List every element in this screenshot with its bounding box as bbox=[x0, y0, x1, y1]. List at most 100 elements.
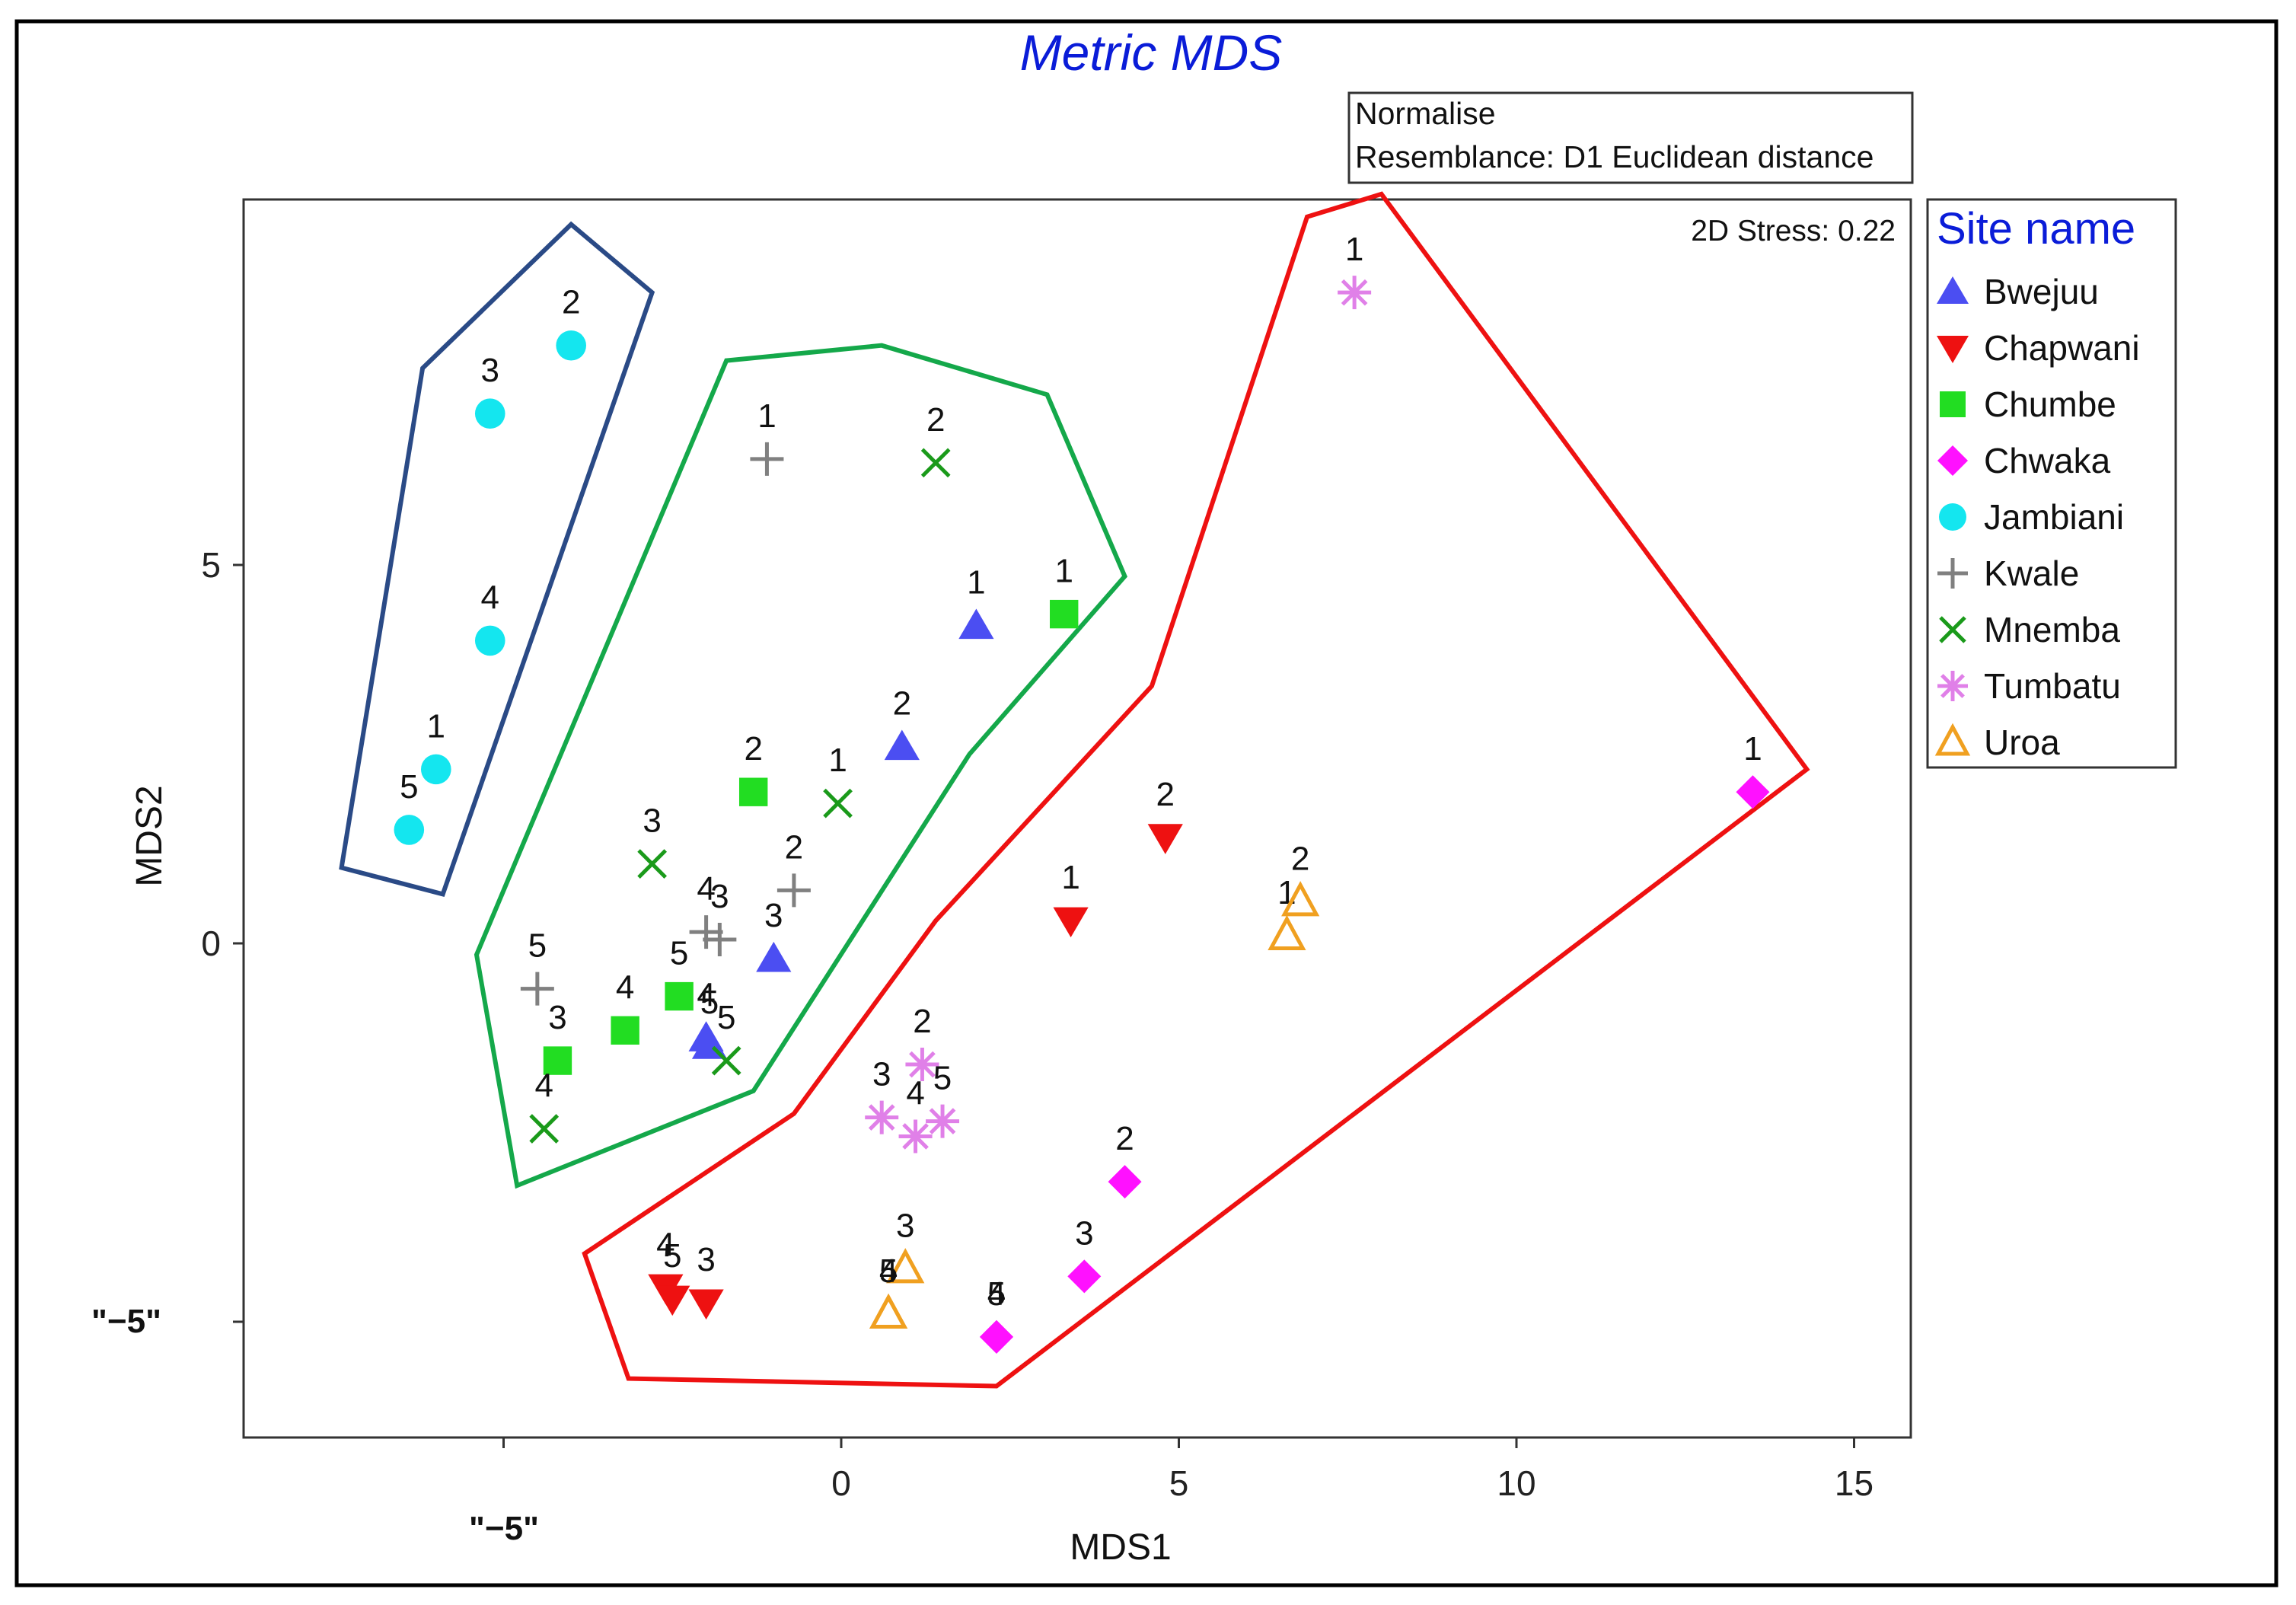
point-label: 4 bbox=[697, 870, 715, 908]
legend-marker-tumbatu bbox=[1937, 671, 1968, 701]
point-label: 3 bbox=[1075, 1214, 1093, 1252]
legend-marker-kwale bbox=[1937, 558, 1968, 589]
point-label: 4 bbox=[879, 1252, 898, 1290]
point-tumbatu bbox=[865, 1100, 899, 1134]
point-label: 2 bbox=[1115, 1120, 1134, 1157]
point-chumbe bbox=[738, 777, 768, 806]
chart-title: Metric MDS bbox=[1020, 24, 1283, 81]
point-bwejuu bbox=[756, 941, 792, 972]
legend-marker-uroa bbox=[1934, 723, 1971, 756]
legend-marker-chumbe bbox=[1940, 391, 1966, 417]
point-chwaka bbox=[1067, 1259, 1102, 1294]
point-mnemba bbox=[637, 849, 668, 879]
point-uroa bbox=[1281, 881, 1320, 917]
point-chumbe bbox=[611, 1016, 639, 1045]
point-label: 3 bbox=[872, 1056, 891, 1093]
legend: Site name Bwejuu Chapwani Chumbe Chwaka Jamb… bbox=[1926, 198, 2177, 769]
point-label: 2 bbox=[913, 1003, 931, 1040]
point-label: 5 bbox=[987, 1275, 1006, 1313]
point-chapwani bbox=[1147, 824, 1183, 854]
point-label: 1 bbox=[1061, 859, 1079, 896]
point-chwaka bbox=[980, 1319, 1014, 1354]
point-uroa bbox=[886, 1248, 925, 1284]
point-mnemba bbox=[529, 1114, 560, 1144]
point-tumbatu bbox=[926, 1104, 960, 1138]
point-tumbatu bbox=[905, 1048, 939, 1082]
point-label: 1 bbox=[1277, 874, 1296, 911]
point-label: 2 bbox=[562, 284, 580, 321]
point-label: 1 bbox=[828, 742, 847, 779]
legend-label-bwejuu: Bwejuu bbox=[1984, 272, 2099, 311]
point-jambiani bbox=[421, 754, 451, 785]
point-label: 2 bbox=[893, 685, 911, 723]
legend-frame bbox=[1926, 198, 2177, 769]
point-chumbe bbox=[665, 981, 694, 1011]
legend-label-jambiani: Jambiani bbox=[1984, 497, 2124, 537]
point-label: 5 bbox=[700, 984, 719, 1021]
point-label: 5 bbox=[528, 927, 547, 965]
y-tick-label: 5 bbox=[201, 545, 221, 585]
point-kwale bbox=[703, 923, 737, 957]
info-box-frame bbox=[1347, 91, 1914, 184]
point-kwale bbox=[689, 915, 723, 949]
hull-outer-group bbox=[582, 191, 1810, 1389]
point-jambiani bbox=[474, 398, 505, 429]
point-label: 2 bbox=[1291, 840, 1309, 877]
point-kwale bbox=[750, 442, 784, 476]
point-tumbatu bbox=[898, 1119, 933, 1153]
point-chapwani bbox=[655, 1285, 690, 1316]
hulls-layer bbox=[339, 191, 1810, 1389]
legend-marker-mnemba bbox=[1939, 616, 1966, 643]
point-label: 4 bbox=[697, 976, 715, 1013]
point-chumbe bbox=[1050, 599, 1079, 629]
point-label: 3 bbox=[481, 352, 499, 389]
legend-title: Site name bbox=[1937, 204, 2135, 254]
point-label: 4 bbox=[616, 968, 634, 1006]
point-label: 2 bbox=[1156, 776, 1175, 813]
point-label: 1 bbox=[757, 397, 776, 435]
point-mnemba bbox=[920, 448, 951, 478]
point-label: 1 bbox=[427, 707, 445, 745]
info-box: Normalise Resemblance: D1 Euclidean dist… bbox=[1347, 91, 1914, 184]
point-label: 5 bbox=[670, 935, 688, 972]
point-jambiani bbox=[474, 625, 505, 656]
legend-label-chapwani: Chapwani bbox=[1984, 328, 2140, 368]
x-tick-label-minus-five-quoted: "−5" bbox=[469, 1510, 539, 1547]
point-chumbe bbox=[543, 1046, 572, 1075]
stress-label: 2D Stress: 0.22 bbox=[1691, 215, 1896, 247]
x-tick-label: 15 bbox=[1835, 1463, 1873, 1503]
legend-label-chwaka: Chwaka bbox=[1984, 441, 2111, 480]
legend-label-uroa: Uroa bbox=[1984, 723, 2060, 762]
legend-marker-chapwani bbox=[1937, 336, 1969, 363]
point-label: 5 bbox=[663, 1237, 681, 1275]
point-label: 3 bbox=[697, 1241, 715, 1278]
point-label: 1 bbox=[967, 564, 985, 601]
point-label: 4 bbox=[534, 1067, 553, 1105]
hull-central-group bbox=[474, 343, 1127, 1189]
point-label: 4 bbox=[906, 1074, 924, 1112]
y-tick-label-minus-five-quoted: "−5" bbox=[91, 1303, 161, 1340]
legend-label-chumbe: Chumbe bbox=[1984, 384, 2116, 424]
legend-marker-jambiani bbox=[1939, 503, 1966, 531]
point-label: 3 bbox=[896, 1207, 914, 1244]
info-box-line-1: Normalise bbox=[1355, 96, 1496, 131]
x-tick-label: 5 bbox=[1169, 1463, 1189, 1503]
y-tick-label: 0 bbox=[201, 924, 221, 963]
legend-label-mnemba: Mnemba bbox=[1984, 610, 2120, 649]
point-label: 2 bbox=[785, 828, 803, 866]
x-axis-title: MDS1 bbox=[1070, 1527, 1171, 1568]
point-label: 3 bbox=[710, 878, 729, 915]
hull-jambiani-group bbox=[339, 221, 655, 898]
point-kwale bbox=[520, 972, 554, 1006]
point-label: 5 bbox=[717, 999, 735, 1036]
point-label: 1 bbox=[1743, 730, 1762, 767]
x-tick-label: 10 bbox=[1497, 1463, 1535, 1503]
point-uroa bbox=[869, 1293, 908, 1329]
point-bwejuu bbox=[958, 608, 994, 640]
point-label: 1 bbox=[1054, 553, 1073, 590]
point-mnemba bbox=[823, 788, 853, 818]
point-chapwani bbox=[1053, 907, 1089, 938]
point-label: 5 bbox=[933, 1060, 952, 1097]
